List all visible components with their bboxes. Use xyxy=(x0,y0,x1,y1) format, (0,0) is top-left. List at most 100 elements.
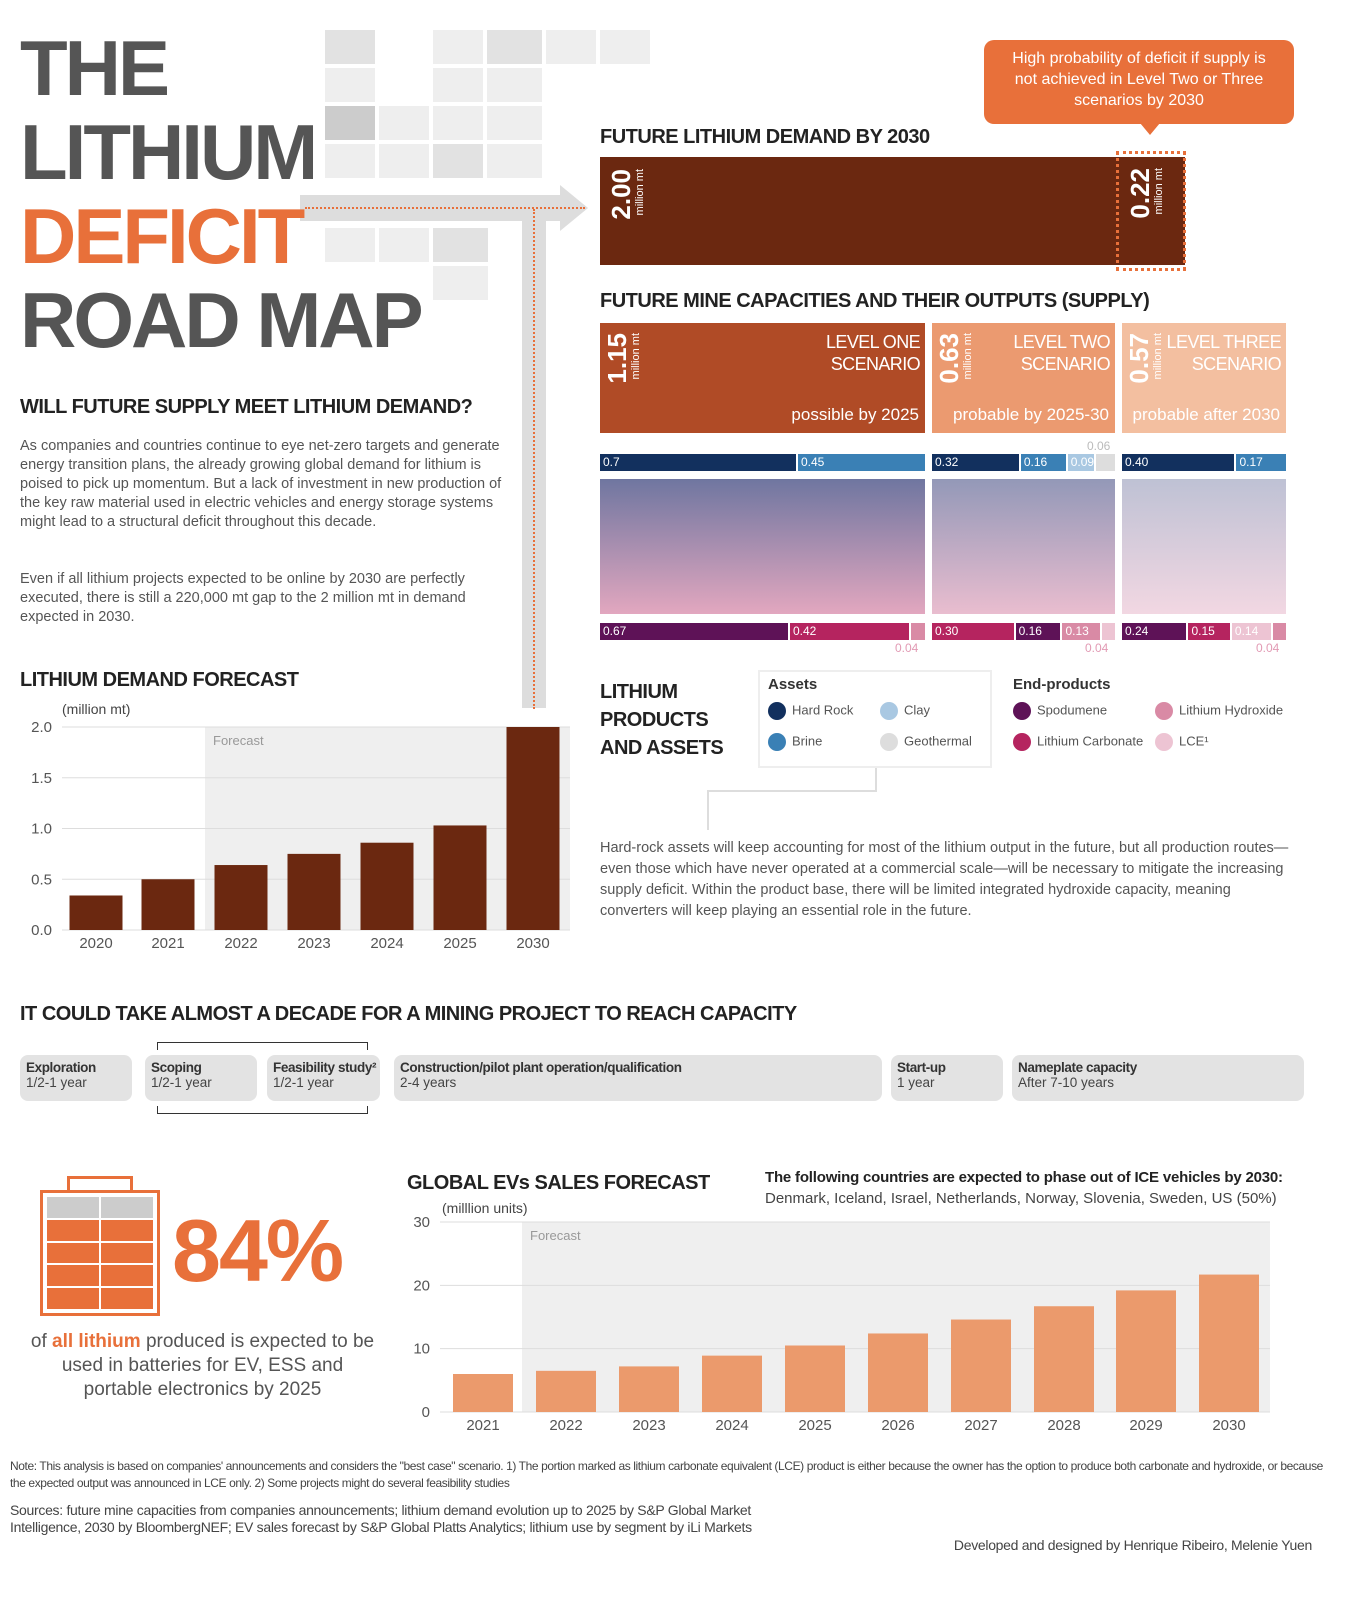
scenario-title: LEVEL TWO SCENARIO xyxy=(1013,332,1110,374)
legend-swatch xyxy=(1155,733,1173,751)
legend-item: Clay xyxy=(880,702,930,720)
bar-2023 xyxy=(287,853,341,930)
x-tick-label: 2024 xyxy=(370,935,403,952)
timeline-step: Start-up 1 year xyxy=(891,1055,1003,1101)
scenario-card: 0.63 million mt LEVEL TWO SCENARIO probabl… xyxy=(932,323,1115,433)
bar-2021 xyxy=(453,1374,513,1412)
x-tick-label: 2023 xyxy=(632,1417,665,1434)
deficit-callout: High probability of deficit if supply is… xyxy=(984,40,1294,124)
bar-2022 xyxy=(536,1370,596,1412)
bar-2029 xyxy=(1116,1290,1176,1412)
legend-swatch xyxy=(768,702,786,720)
x-tick-label: 2026 xyxy=(881,1417,914,1434)
bar-2025 xyxy=(433,825,487,930)
y-tick-label: 10 xyxy=(413,1341,430,1358)
forecast-label: Forecast xyxy=(213,733,264,748)
ice-heading: The following countries are expected to … xyxy=(765,1169,1283,1186)
bar-2025 xyxy=(785,1345,845,1412)
demand-2030-bar: 2.00 million mt 0.22 million mt xyxy=(600,151,1186,271)
product-segment xyxy=(1272,623,1286,640)
bar-2030 xyxy=(506,727,560,930)
asset-segment xyxy=(1096,454,1116,471)
product-segment xyxy=(1101,623,1115,640)
forecast-label: Forecast xyxy=(530,1228,581,1243)
x-tick-label: 2025 xyxy=(443,935,476,952)
credit: Developed and designed by Henrique Ribei… xyxy=(953,1537,1312,1553)
demand-forecast-chart: Forecast 0.0 0.5 1.0 1.5 2.0 2020 2021 2022 2023 2… xyxy=(31,719,570,952)
legend-swatch xyxy=(880,733,898,751)
product-segment xyxy=(910,623,925,640)
demand-2030-heading: FUTURE LITHIUM DEMAND BY 2030 xyxy=(600,126,930,148)
footnote: Note: This analysis is based on companie… xyxy=(10,1459,1323,1490)
x-tick-label: 2020 xyxy=(79,935,112,952)
legend-swatch xyxy=(880,702,898,720)
small-product-value: 0.04 xyxy=(1256,641,1280,655)
product-segment: 0.24 xyxy=(1122,623,1187,640)
timeline-step: Nameplate capacity After 7-10 years xyxy=(1012,1055,1304,1101)
sources: Sources: future mine capacities from com… xyxy=(10,1502,752,1535)
product-segment: 0.42 xyxy=(789,623,909,640)
bar-2027 xyxy=(951,1319,1011,1412)
ev-chart-title: GLOBAL EVs SALES FORECAST xyxy=(407,1172,710,1194)
x-tick-label: 2021 xyxy=(151,935,184,952)
small-product-value: 0.04 xyxy=(895,641,919,655)
scenario-value: 1.15 xyxy=(602,333,632,384)
legend-item: Brine xyxy=(768,733,822,751)
asset-segment: 0.09 xyxy=(1067,454,1095,471)
battery-percentage: 84% xyxy=(172,1201,344,1300)
y-tick-label: 20 xyxy=(413,1277,430,1294)
supply-heading: FUTURE MINE CAPACITIES AND THEIR OUTPUTS… xyxy=(600,290,1150,312)
bar-2026 xyxy=(868,1333,928,1412)
assets-bar: 0.32 0.16 0.09 xyxy=(932,454,1116,471)
x-tick-label: 2030 xyxy=(1212,1417,1245,1434)
intro-heading: WILL FUTURE SUPPLY MEET LITHIUM DEMAND? xyxy=(20,396,473,418)
y-tick-label: 0.5 xyxy=(31,871,52,888)
legend-item: Geothermal xyxy=(880,733,972,751)
x-tick-label: 2023 xyxy=(297,935,330,952)
scenario-unit: million mt xyxy=(962,333,974,380)
intro-paragraph: As companies and countries continue to e… xyxy=(20,438,502,530)
demand-chart-ylabel: (million mt) xyxy=(62,701,131,717)
y-tick-label: 0 xyxy=(422,1404,430,1421)
sankey-flow xyxy=(932,479,1115,614)
scenario-unit: million mt xyxy=(1152,333,1164,380)
timeline-step: Exploration 1/2-1 year xyxy=(20,1055,132,1101)
scenario-title: LEVEL ONE SCENARIO xyxy=(826,332,921,374)
product-segment: 0.15 xyxy=(1188,623,1230,640)
x-tick-label: 2024 xyxy=(715,1417,748,1434)
x-tick-label: 2028 xyxy=(1047,1417,1080,1434)
bar-2023 xyxy=(619,1366,679,1412)
scenario-value: 0.57 xyxy=(1124,333,1154,384)
product-segment: 0.67 xyxy=(600,623,788,640)
battery-caption: of all lithium produced is expected to b… xyxy=(30,1331,375,1400)
ice-countries: Denmark, Iceland, Israel, Netherlands, N… xyxy=(765,1190,1277,1207)
asset-segment: 0.7 xyxy=(600,454,796,471)
legend-swatch xyxy=(1155,702,1173,720)
legend-swatch xyxy=(768,733,786,751)
product-segment: 0.16 xyxy=(1015,623,1061,640)
legend-swatch xyxy=(1013,702,1031,720)
bar-2022 xyxy=(214,865,268,930)
y-tick-label: 30 xyxy=(413,1214,430,1231)
small-product-value: 0.04 xyxy=(1085,641,1109,655)
small-asset-value: 0.06 xyxy=(1087,439,1111,453)
intro-paragraph-2: Even if all lithium projects expected to… xyxy=(20,571,466,625)
scenario-card: 1.15 million mt LEVEL ONE SCENARIO possibl… xyxy=(600,323,925,433)
product-segment: 0.30 xyxy=(932,623,1014,640)
x-tick-label: 2022 xyxy=(224,935,257,952)
bar-2021 xyxy=(141,879,195,930)
scenario-subtitle: probable after 2030 xyxy=(1132,405,1280,424)
y-tick-label: 2.0 xyxy=(31,719,52,736)
legend-item: Lithium Hydroxide xyxy=(1155,702,1283,720)
sankey-flow xyxy=(600,479,925,614)
scenario-subtitle: possible by 2025 xyxy=(791,405,919,424)
x-tick-label: 2021 xyxy=(466,1417,499,1434)
assets-bar: 0.7 0.45 xyxy=(600,454,925,471)
scenario-title: LEVEL THREE SCENARIO xyxy=(1166,332,1282,374)
scenario-card: 0.57 million mt LEVEL THREE SCENARIO proba… xyxy=(1122,323,1286,433)
legend-item: Spodumene xyxy=(1013,702,1107,720)
asset-segment: 0.45 xyxy=(797,454,925,471)
legend-item: LCE¹ xyxy=(1155,733,1209,751)
timeline-step: Scoping 1/2-1 year xyxy=(145,1055,257,1101)
